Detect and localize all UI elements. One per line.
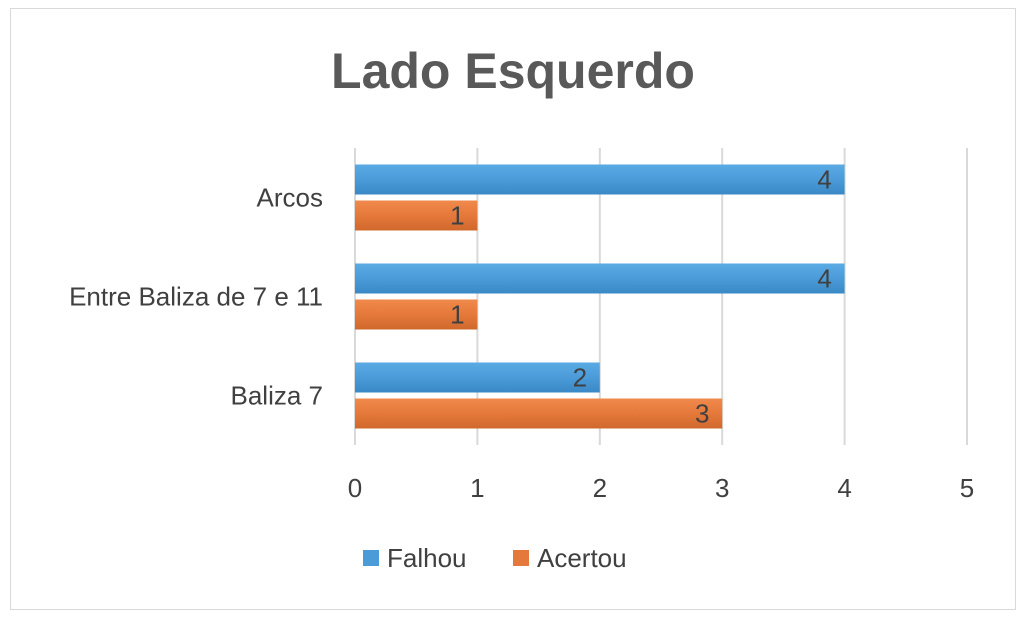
category-label-0: Arcos <box>257 183 323 213</box>
legend-swatch-falhou <box>363 550 379 566</box>
x-tick-label-4: 4 <box>837 473 851 503</box>
bar-acertou-1 <box>355 299 478 330</box>
data-label-acertou-2: 3 <box>695 399 709 429</box>
bar-falhou-0 <box>355 164 845 195</box>
x-tick-label-3: 3 <box>715 473 729 503</box>
legend-label-falhou: Falhou <box>387 543 467 573</box>
data-label-falhou-0: 4 <box>817 165 831 195</box>
chart-title: Lado Esquerdo <box>331 43 695 99</box>
chart-frame <box>10 8 1016 610</box>
bars <box>355 164 845 429</box>
data-label-falhou-2: 2 <box>573 363 587 393</box>
x-tick-label-0: 0 <box>348 473 362 503</box>
labels: 0 1 2 3 4 5 Arcos 4 1 Entre Baliza de 7 e 11 4 1 Bal… <box>69 165 974 504</box>
category-label-2: Baliza 7 <box>231 381 324 411</box>
bar-acertou-2 <box>355 398 723 429</box>
bar-falhou-2 <box>355 362 600 393</box>
legend-swatch-acertou <box>513 550 529 566</box>
x-tick-label-1: 1 <box>470 473 484 503</box>
data-label-falhou-1: 4 <box>817 264 831 294</box>
legend-label-acertou: Acertou <box>537 543 627 573</box>
bar-acertou-0 <box>355 200 478 231</box>
category-label-1: Entre Baliza de 7 e 11 <box>69 282 323 312</box>
x-tick-label-2: 2 <box>593 473 607 503</box>
x-tick-label-5: 5 <box>960 473 974 503</box>
bar-falhou-1 <box>355 263 845 294</box>
data-label-acertou-0: 1 <box>450 201 464 231</box>
data-label-acertou-1: 1 <box>450 300 464 330</box>
grid-lines <box>354 148 968 445</box>
legend: Falhou Acertou <box>363 543 627 573</box>
